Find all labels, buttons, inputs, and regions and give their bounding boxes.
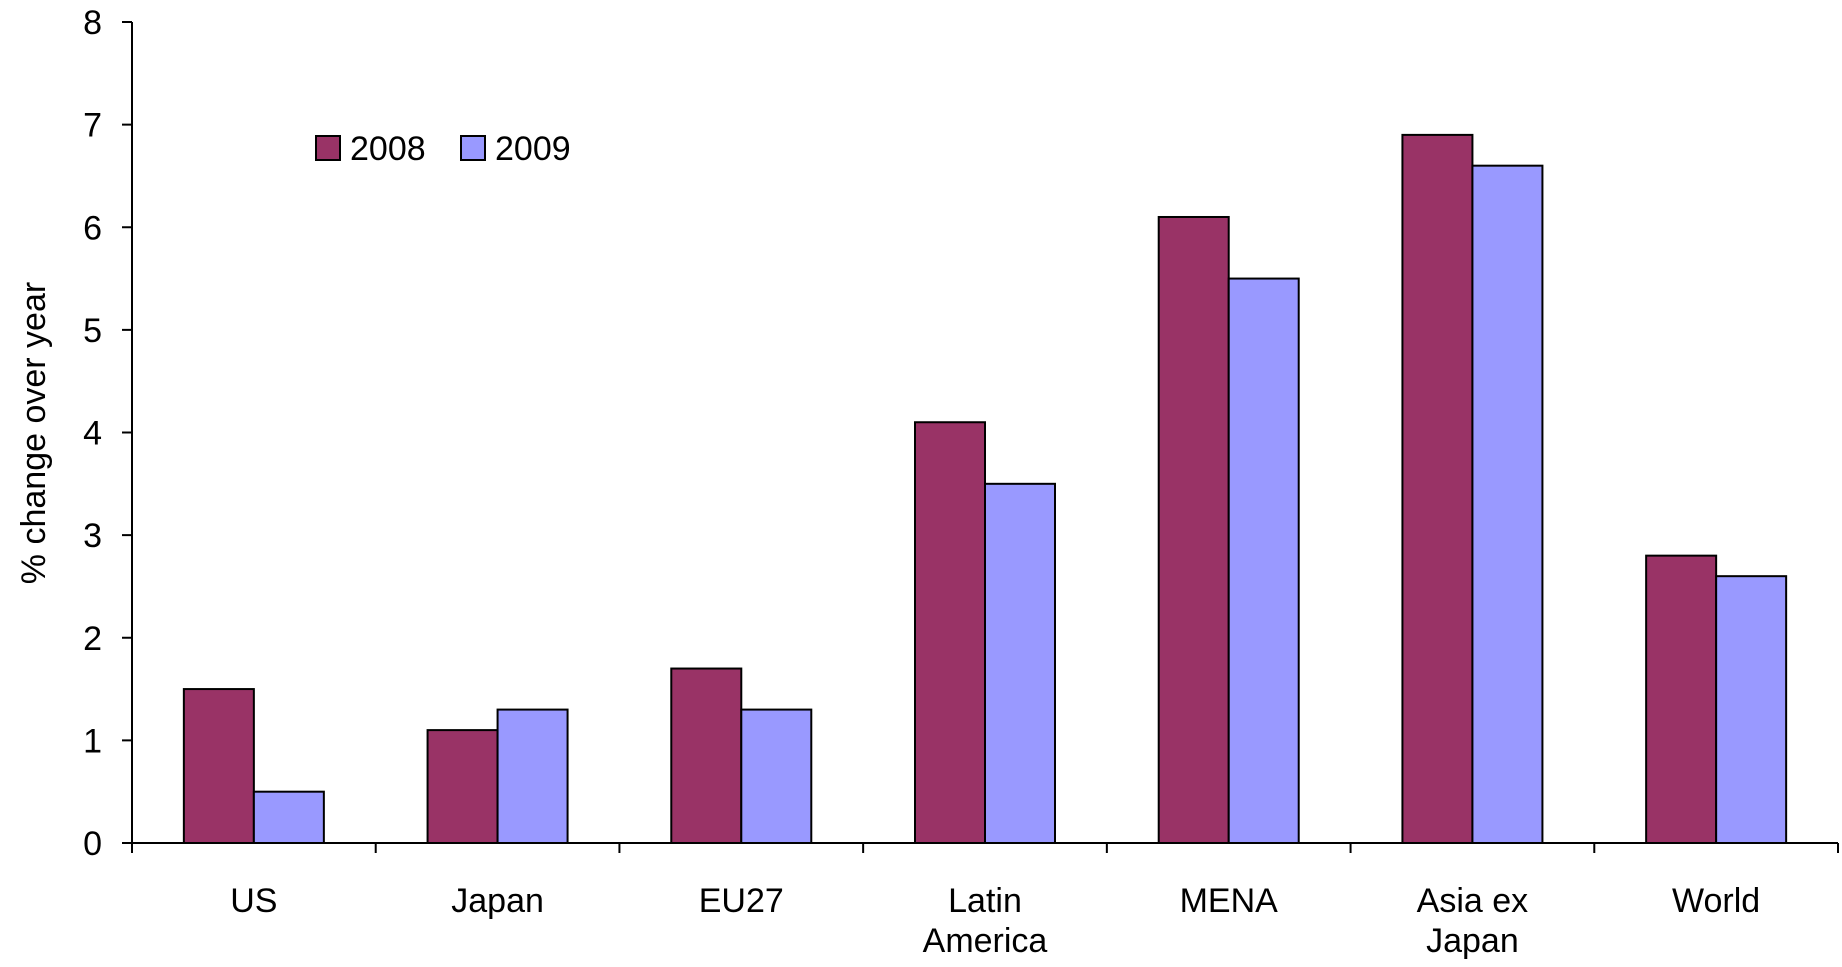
- bar-2008-2: [670, 667, 743, 844]
- y-tick-label: 1: [83, 722, 102, 760]
- category-label-line: World: [1672, 882, 1760, 920]
- legend-label-2009: 2009: [495, 130, 571, 168]
- category-label: US: [230, 882, 277, 920]
- bar-2009-0: [252, 790, 325, 844]
- bar-2008-3: [914, 421, 986, 844]
- ticks-group: 0 1 2 3 4 5 6 7 8: [83, 4, 1839, 863]
- bar-2008-5: [1401, 133, 1474, 844]
- category-label-line: MENA: [1180, 882, 1279, 920]
- category-label-line: Latin: [948, 882, 1022, 920]
- category-label: World: [1672, 882, 1760, 920]
- legend: 2008 2009: [315, 130, 571, 168]
- category-label-line: Japan: [451, 882, 544, 920]
- legend-swatch-2009: [460, 135, 486, 161]
- bar-2009-1: [496, 708, 569, 845]
- category-label: Japan: [451, 882, 544, 920]
- legend-swatch-2008: [315, 135, 341, 161]
- category-label-line: Japan: [1426, 922, 1519, 960]
- category-label-line: EU27: [699, 882, 784, 920]
- category-label-line: America: [923, 922, 1048, 960]
- bar-2008-0: [182, 688, 255, 844]
- y-tick-label: 8: [83, 4, 102, 42]
- y-tick-label: 0: [83, 825, 102, 863]
- category-label-line: Asia ex: [1417, 882, 1529, 920]
- y-tick-label: 7: [83, 107, 102, 145]
- bar-2008-4: [1157, 215, 1230, 845]
- category-label-line: US: [230, 882, 277, 920]
- bar-2009-3: [984, 482, 1056, 844]
- bar-2009-6: [1715, 575, 1788, 844]
- category-label: Asia ex Japan: [1417, 882, 1529, 960]
- bar-2009-5: [1471, 164, 1544, 845]
- bar-2009-4: [1227, 277, 1300, 844]
- category-label: Latin America: [923, 882, 1048, 960]
- y-axis-title: % change over year: [15, 282, 53, 584]
- bars-group: [182, 133, 1788, 845]
- y-tick-label: 2: [83, 620, 102, 658]
- category-label: MENA: [1180, 882, 1279, 920]
- y-tick-label: 5: [83, 312, 102, 350]
- legend-label-2008: 2008: [350, 130, 426, 168]
- y-tick-label: 3: [83, 517, 102, 555]
- bar-2009-2: [740, 708, 813, 845]
- bar-2008-6: [1645, 554, 1718, 845]
- category-label: EU27: [699, 882, 784, 920]
- bar-2008-1: [426, 729, 499, 844]
- y-tick-label: 4: [83, 415, 102, 453]
- y-tick-label: 6: [83, 209, 102, 247]
